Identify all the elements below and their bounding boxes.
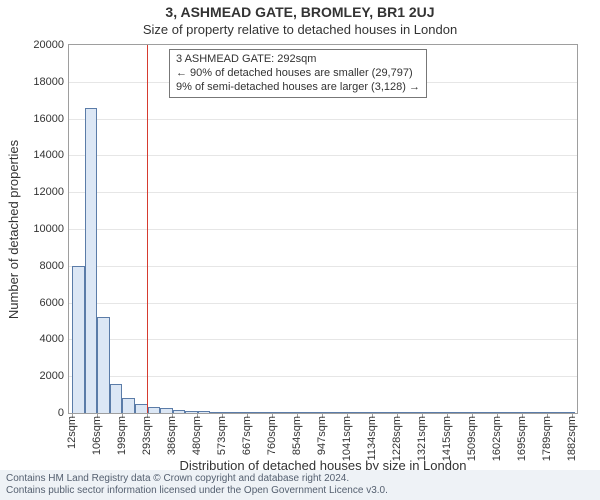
histogram-bar xyxy=(97,317,110,413)
footer-line-2: Contains public sector information licen… xyxy=(6,485,594,497)
histogram-bar xyxy=(374,412,387,413)
histogram-bar xyxy=(160,408,173,413)
x-tick-label: 12sqm xyxy=(66,416,78,449)
grid-line xyxy=(69,192,577,193)
annotation-box: 3 ASHMEAD GATE: 292sqm← 90% of detached … xyxy=(169,49,427,98)
histogram-bar xyxy=(562,412,575,413)
chart-title: 3, ASHMEAD GATE, BROMLEY, BR1 2UJ xyxy=(0,4,600,20)
histogram-bar xyxy=(349,412,362,413)
y-tick-label: 8000 xyxy=(14,260,64,272)
histogram-bar xyxy=(324,412,337,413)
histogram-bar xyxy=(261,412,274,413)
x-tick-label: 106sqm xyxy=(91,416,103,455)
footer-line-1: Contains HM Land Registry data © Crown c… xyxy=(6,473,594,485)
y-tick-label: 16000 xyxy=(14,113,64,125)
histogram-bar xyxy=(462,412,475,413)
histogram-bar xyxy=(210,412,223,413)
x-tick-label: 1415sqm xyxy=(441,416,453,461)
histogram-bar xyxy=(499,412,512,413)
histogram-bar xyxy=(411,412,424,413)
x-tick-label: 1041sqm xyxy=(341,416,353,461)
histogram-bar xyxy=(424,412,437,413)
histogram-bar xyxy=(85,108,98,413)
x-tick-label: 1134sqm xyxy=(366,416,378,460)
y-tick-label: 20000 xyxy=(14,39,64,51)
histogram-bar xyxy=(449,412,462,413)
histogram-bar xyxy=(198,411,211,413)
histogram-bar xyxy=(399,412,412,413)
x-tick-label: 1509sqm xyxy=(466,416,478,461)
histogram-bar xyxy=(236,412,249,413)
histogram-bar xyxy=(135,404,148,413)
x-tick-label: 760sqm xyxy=(266,416,278,455)
x-tick-label: 293sqm xyxy=(141,416,153,455)
x-tick-label: 667sqm xyxy=(241,416,253,455)
y-tick-label: 4000 xyxy=(14,333,64,345)
histogram-bar xyxy=(537,412,550,413)
y-tick-label: 2000 xyxy=(14,370,64,382)
x-tick-label: 1321sqm xyxy=(416,416,428,461)
histogram-bar xyxy=(173,410,186,413)
reference-line xyxy=(147,45,148,413)
chart-container: 3, ASHMEAD GATE, BROMLEY, BR1 2UJ Size o… xyxy=(0,0,600,500)
histogram-bar xyxy=(525,412,538,413)
x-tick-label: 947sqm xyxy=(316,416,328,455)
grid-line xyxy=(69,119,577,120)
grid-line xyxy=(69,303,577,304)
histogram-bar xyxy=(437,412,450,413)
x-tick-label: 1695sqm xyxy=(516,416,528,461)
grid-line xyxy=(69,376,577,377)
histogram-bar xyxy=(286,412,299,413)
annotation-line: 9% of semi-detached houses are larger (3… xyxy=(176,81,420,95)
histogram-bar xyxy=(72,266,85,413)
histogram-bar xyxy=(298,412,311,413)
histogram-bar xyxy=(386,412,399,413)
attribution-footer: Contains HM Land Registry data © Crown c… xyxy=(0,470,600,500)
grid-line xyxy=(69,266,577,267)
x-tick-label: 1602sqm xyxy=(491,416,503,461)
histogram-bar xyxy=(311,412,324,413)
histogram-bar xyxy=(487,412,500,413)
histogram-bar xyxy=(248,412,261,413)
x-tick-label: 854sqm xyxy=(291,416,303,455)
x-tick-label: 386sqm xyxy=(166,416,178,455)
histogram-bar xyxy=(185,411,198,413)
histogram-bar xyxy=(148,407,161,413)
histogram-bar xyxy=(122,398,135,413)
y-tick-label: 0 xyxy=(14,407,64,419)
x-tick-label: 1228sqm xyxy=(391,416,403,461)
x-tick-label: 1882sqm xyxy=(566,416,578,461)
histogram-bar xyxy=(512,412,525,413)
x-tick-label: 480sqm xyxy=(191,416,203,455)
histogram-bar xyxy=(223,412,236,413)
grid-line xyxy=(69,155,577,156)
histogram-bar xyxy=(110,384,123,413)
plot-area: 3 ASHMEAD GATE: 292sqm← 90% of detached … xyxy=(68,44,578,414)
grid-line xyxy=(69,229,577,230)
histogram-bar xyxy=(550,412,563,413)
y-tick-label: 10000 xyxy=(14,223,64,235)
histogram-bar xyxy=(336,412,349,413)
x-tick-label: 199sqm xyxy=(116,416,128,455)
x-tick-label: 573sqm xyxy=(216,416,228,455)
histogram-bar xyxy=(273,412,286,413)
annotation-line: ← 90% of detached houses are smaller (29… xyxy=(176,67,420,81)
y-tick-label: 18000 xyxy=(14,76,64,88)
chart-subtitle: Size of property relative to detached ho… xyxy=(0,22,600,37)
x-tick-label: 1789sqm xyxy=(541,416,553,461)
y-tick-label: 14000 xyxy=(14,149,64,161)
y-tick-label: 6000 xyxy=(14,297,64,309)
y-tick-label: 12000 xyxy=(14,186,64,198)
grid-line xyxy=(69,339,577,340)
histogram-bar xyxy=(474,412,487,413)
annotation-line: 3 ASHMEAD GATE: 292sqm xyxy=(176,53,420,67)
histogram-bar xyxy=(361,412,374,413)
